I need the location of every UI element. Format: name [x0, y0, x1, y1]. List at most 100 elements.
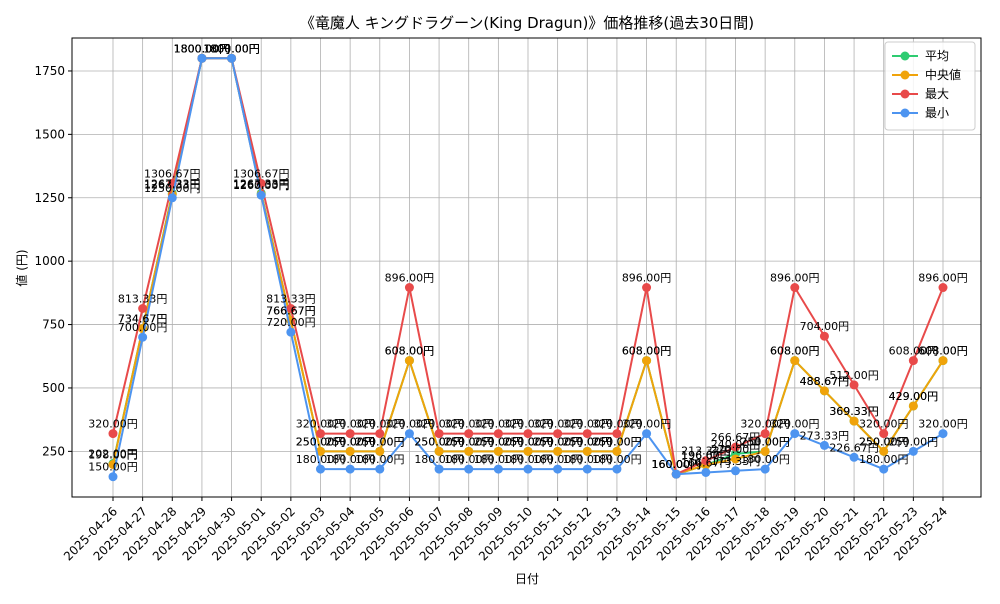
data-point [227, 53, 237, 63]
data-point [790, 356, 800, 366]
data-label: 608.00円 [770, 345, 820, 358]
data-label: 320.00円 [918, 418, 968, 431]
y-tick-label: 1500 [34, 127, 65, 141]
data-point [582, 446, 592, 456]
data-point [434, 446, 444, 456]
data-label: 250.00円 [563, 435, 613, 448]
data-point [642, 429, 652, 439]
y-tick-label: 250 [42, 444, 65, 458]
data-label: 250.00円 [414, 435, 464, 448]
data-label: 180.00円 [325, 453, 375, 466]
data-label: 429.00円 [889, 390, 939, 403]
data-point [760, 429, 770, 439]
data-point [790, 429, 800, 439]
data-label: 250.00円 [474, 435, 524, 448]
data-label: 608.00円 [918, 345, 968, 358]
data-point [612, 446, 622, 456]
data-point [908, 356, 918, 366]
data-label: 1250.00円 [144, 182, 201, 195]
data-label: 250.00円 [296, 435, 346, 448]
data-point [553, 464, 563, 474]
data-label: 320.00円 [385, 418, 435, 431]
data-label: 250.00円 [740, 435, 790, 448]
data-label: 250.00円 [889, 435, 939, 448]
data-label: 202.00円 [88, 448, 138, 461]
data-point [671, 469, 681, 479]
data-label: 250.00円 [296, 435, 346, 448]
data-label: 250.00円 [533, 435, 583, 448]
data-label: 1263.33円 [144, 178, 201, 191]
data-point [404, 283, 414, 293]
data-point [760, 464, 770, 474]
data-point [819, 386, 829, 396]
data-label: 160.00円 [651, 458, 701, 471]
data-label: 320.00円 [325, 418, 375, 431]
data-point [879, 464, 889, 474]
data-label: 704.00円 [800, 320, 850, 333]
legend-swatch-marker [900, 89, 910, 99]
data-label: 1267.33円 [233, 177, 290, 190]
data-point [316, 429, 325, 439]
data-point [612, 429, 622, 439]
data-label: 1800.00円 [203, 42, 260, 55]
data-label: 1800.00円 [174, 42, 231, 55]
data-point [493, 429, 503, 439]
data-label: 250.00円 [444, 435, 494, 448]
series-layer [108, 53, 948, 482]
data-label: 220.00円 [711, 443, 761, 456]
data-label: 173.33円 [711, 455, 761, 468]
data-label: 1800.00円 [203, 42, 260, 55]
data-label: 1263.33円 [233, 178, 290, 191]
data-point [523, 429, 533, 439]
data-point [819, 440, 829, 450]
y-tick-label: 1750 [34, 64, 65, 78]
data-point [701, 467, 711, 477]
data-point [731, 454, 740, 464]
data-label: 896.00円 [918, 272, 968, 285]
data-point [375, 446, 385, 456]
data-label: 720.00円 [266, 316, 316, 329]
data-label: 896.00円 [622, 272, 672, 285]
data-point [879, 446, 889, 456]
data-label: 320.00円 [563, 418, 613, 431]
data-point [553, 446, 563, 456]
data-point [434, 429, 444, 439]
y-tick-label: 750 [42, 318, 65, 332]
data-label: 488.67円 [800, 375, 850, 388]
data-point [523, 464, 533, 474]
data-label: 226.67円 [829, 441, 879, 454]
data-label: 369.33円 [829, 405, 879, 418]
data-label: 250.00円 [740, 435, 790, 448]
y-tick-label: 1000 [34, 254, 65, 268]
data-label: 180.00円 [592, 453, 642, 466]
data-label: 320.00円 [622, 418, 672, 431]
data-label: 608.00円 [385, 345, 435, 358]
data-label: 608.00円 [918, 345, 968, 358]
data-label: 250.00円 [592, 435, 642, 448]
y-tick-label: 1250 [34, 191, 65, 205]
data-label: 240.00円 [711, 438, 761, 451]
data-label: 608.00円 [622, 345, 672, 358]
data-label: 250.00円 [355, 435, 405, 448]
data-label: 734.67円 [118, 312, 168, 325]
data-label: 320.00円 [88, 418, 138, 431]
data-label: 196.67円 [681, 449, 731, 462]
data-label: 160.00円 [651, 458, 701, 471]
data-point [760, 446, 770, 456]
data-label: 369.33円 [829, 405, 879, 418]
data-label: 608.00円 [622, 345, 672, 358]
data-label: 608.00円 [385, 345, 435, 358]
data-label: 250.00円 [503, 435, 553, 448]
data-label: 608.00円 [770, 345, 820, 358]
data-point [938, 283, 948, 293]
data-point [404, 356, 414, 366]
data-label: 896.00円 [770, 272, 820, 285]
data-label: 180.00円 [533, 453, 583, 466]
data-label: 813.33円 [266, 292, 316, 305]
data-label: 1800.00円 [203, 42, 260, 55]
data-label: 1260.00円 [233, 179, 290, 192]
data-point [464, 446, 474, 456]
